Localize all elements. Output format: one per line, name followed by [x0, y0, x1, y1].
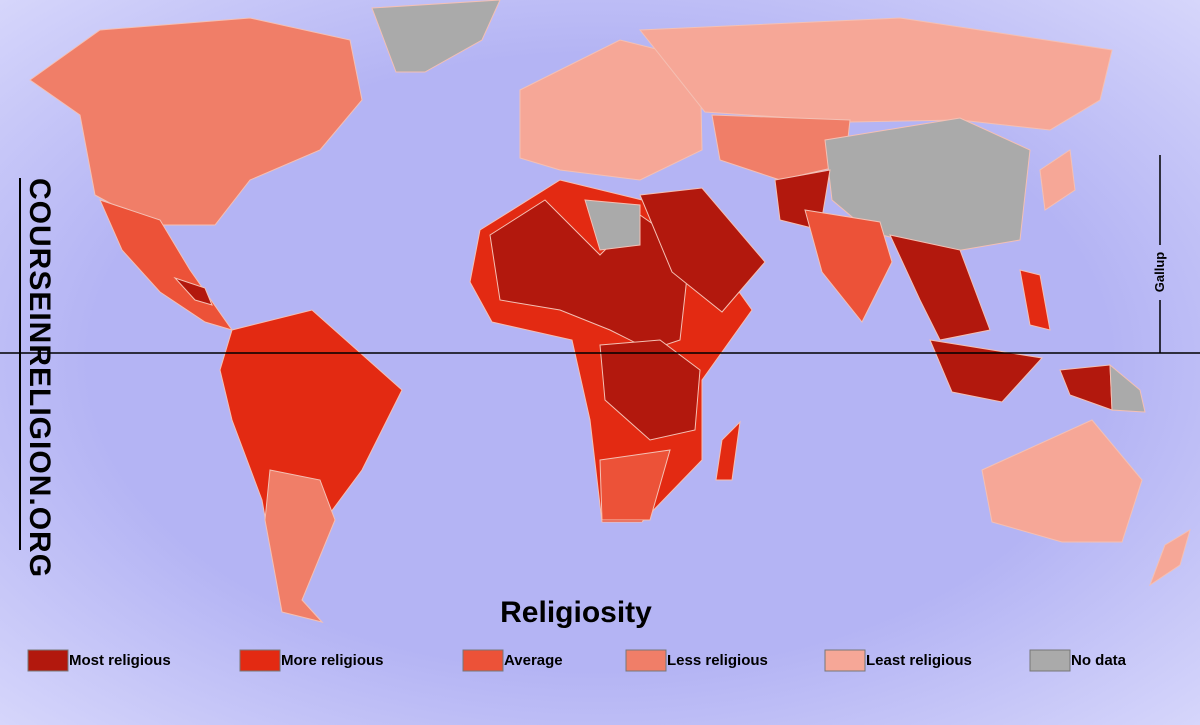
- india: [804, 209, 893, 323]
- central-america: [173, 276, 213, 306]
- legend-swatch: [239, 649, 281, 672]
- png: [1109, 363, 1146, 413]
- legend-swatch: [27, 649, 69, 672]
- new-guinea: [1059, 364, 1113, 411]
- legend-label: Average: [504, 652, 563, 669]
- land: [29, 0, 1191, 623]
- legend-label: No data: [1071, 652, 1127, 669]
- legend-swatch: [625, 649, 667, 672]
- philippines: [1019, 269, 1051, 331]
- legend-label: Less religious: [667, 652, 768, 669]
- legend-label: Most religious: [69, 652, 171, 669]
- southeast-asia: [889, 234, 991, 341]
- australia: [981, 419, 1143, 543]
- legend: Most religious More religious Average Less …: [27, 649, 1127, 672]
- southern-africa: [599, 449, 671, 521]
- legend-swatch: [462, 649, 504, 672]
- europe: [519, 39, 703, 181]
- japan: [1039, 149, 1076, 211]
- greenland: [371, 0, 501, 73]
- china: [824, 117, 1031, 253]
- title: Religiosity: [500, 596, 652, 629]
- legend-label: More religious: [281, 652, 384, 669]
- indonesia: [929, 339, 1043, 403]
- central-africa: [599, 339, 701, 441]
- central-asia: [711, 114, 851, 181]
- source: Gallup: [1152, 252, 1167, 293]
- watermark: COURSEINRELIGION.ORG: [23, 178, 56, 578]
- madagascar: [715, 420, 741, 481]
- sahara: [584, 199, 641, 251]
- north-america: [29, 17, 363, 226]
- legend-swatch: [824, 649, 866, 672]
- middle-east: [639, 187, 766, 313]
- southern-cone: [264, 469, 336, 623]
- russia: [639, 17, 1113, 131]
- new-zealand: [1148, 528, 1191, 587]
- legend-label: Least religious: [866, 652, 972, 669]
- legend-swatch: [1029, 649, 1071, 672]
